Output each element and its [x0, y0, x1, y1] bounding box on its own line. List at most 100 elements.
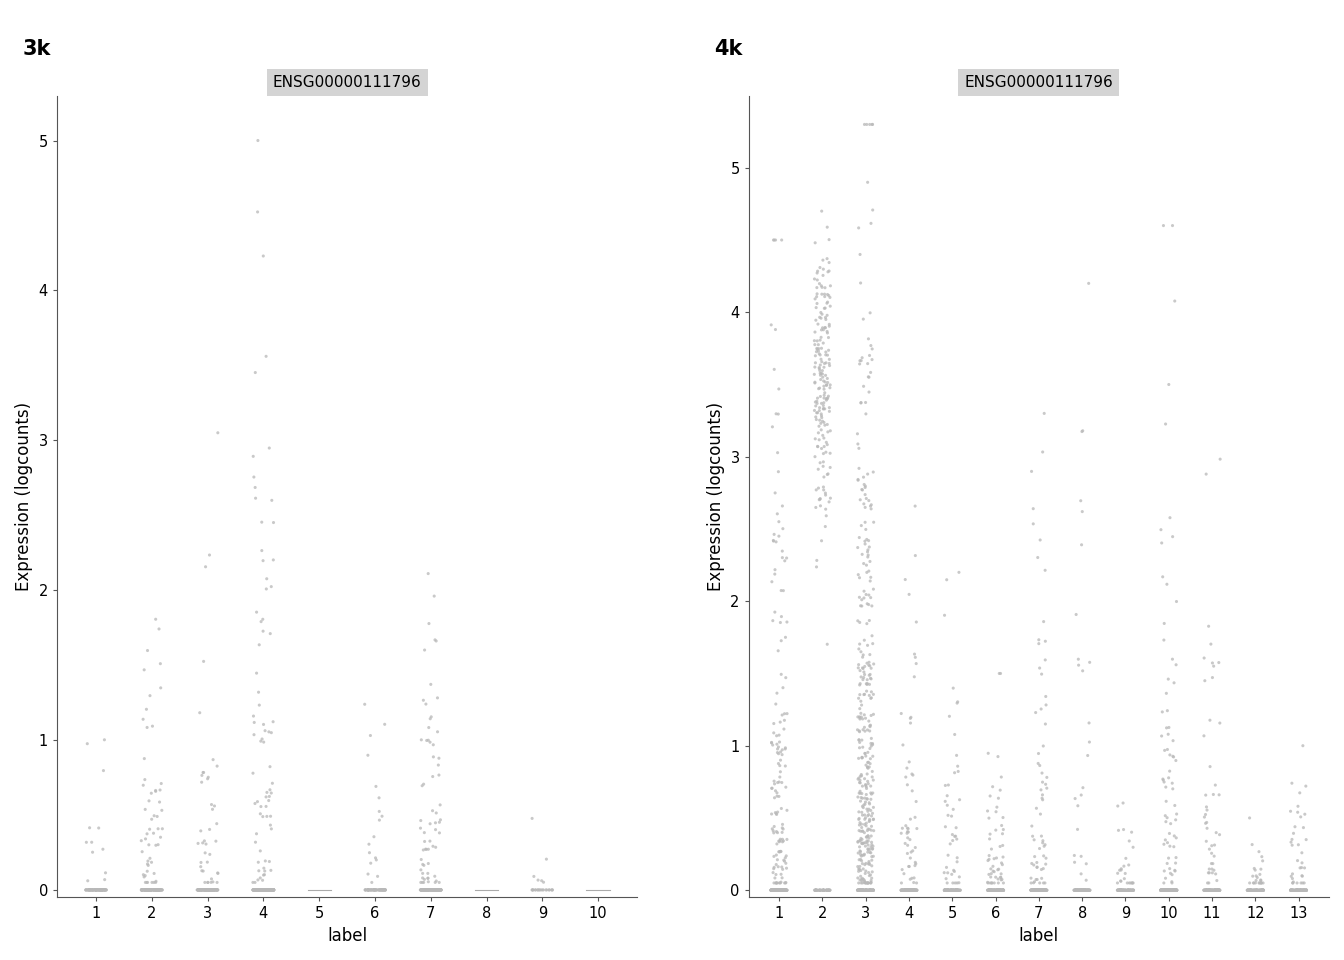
- Point: [774, 882, 796, 898]
- Point: [859, 573, 880, 588]
- Point: [255, 799, 277, 814]
- Point: [1242, 882, 1263, 898]
- Point: [195, 882, 216, 898]
- Point: [943, 828, 965, 844]
- Point: [261, 863, 282, 878]
- Point: [812, 370, 833, 385]
- Point: [146, 882, 168, 898]
- Point: [419, 882, 441, 898]
- Point: [813, 401, 835, 417]
- Point: [1292, 855, 1313, 871]
- Point: [902, 882, 923, 898]
- Point: [199, 882, 220, 898]
- Point: [1165, 882, 1187, 898]
- Point: [418, 882, 439, 898]
- Point: [191, 775, 212, 790]
- Point: [941, 882, 962, 898]
- Point: [1150, 882, 1172, 898]
- Point: [1157, 882, 1179, 898]
- Point: [142, 882, 164, 898]
- Point: [814, 310, 836, 325]
- Point: [1027, 859, 1048, 875]
- Point: [368, 882, 390, 898]
- Point: [805, 355, 827, 371]
- Point: [366, 779, 387, 794]
- Point: [978, 882, 1000, 898]
- Point: [809, 882, 831, 898]
- Point: [136, 882, 157, 898]
- Point: [1164, 798, 1185, 813]
- Point: [1111, 882, 1133, 898]
- Point: [1251, 882, 1273, 898]
- Point: [1165, 855, 1187, 871]
- Point: [144, 882, 165, 898]
- Point: [134, 868, 156, 883]
- Point: [806, 396, 828, 411]
- Point: [1071, 882, 1093, 898]
- Point: [852, 824, 874, 839]
- Point: [410, 875, 431, 890]
- Point: [1207, 882, 1228, 898]
- Point: [87, 882, 109, 898]
- Point: [765, 534, 786, 549]
- Point: [133, 882, 155, 898]
- Point: [358, 882, 379, 898]
- Point: [770, 882, 792, 898]
- Point: [1293, 882, 1314, 898]
- Point: [1154, 814, 1176, 829]
- Point: [816, 435, 837, 450]
- Point: [258, 441, 280, 456]
- Point: [1281, 882, 1302, 898]
- Point: [1242, 837, 1263, 852]
- Point: [992, 882, 1013, 898]
- Point: [251, 882, 273, 898]
- Point: [905, 840, 926, 855]
- Point: [1030, 882, 1051, 898]
- Point: [136, 875, 157, 890]
- Point: [1208, 882, 1230, 898]
- Point: [810, 372, 832, 387]
- Point: [423, 882, 445, 898]
- Point: [1075, 882, 1097, 898]
- Point: [848, 690, 870, 706]
- Point: [806, 273, 828, 288]
- Point: [813, 479, 835, 494]
- Point: [852, 882, 874, 898]
- Point: [809, 492, 831, 507]
- Point: [414, 882, 435, 898]
- Point: [521, 811, 543, 827]
- Point: [859, 882, 880, 898]
- Point: [1157, 882, 1179, 898]
- Point: [849, 824, 871, 839]
- Point: [1247, 882, 1269, 898]
- Point: [1031, 882, 1052, 898]
- Point: [856, 882, 878, 898]
- Point: [771, 550, 793, 565]
- Point: [812, 882, 833, 898]
- Point: [1032, 882, 1054, 898]
- Point: [853, 817, 875, 832]
- Point: [981, 882, 1003, 898]
- Point: [1198, 618, 1219, 634]
- Point: [1282, 871, 1304, 886]
- Point: [899, 882, 921, 898]
- Point: [411, 866, 433, 881]
- Point: [1288, 882, 1309, 898]
- Point: [771, 882, 793, 898]
- Point: [1114, 882, 1136, 898]
- Point: [1282, 882, 1304, 898]
- Point: [200, 882, 222, 898]
- Point: [427, 882, 449, 898]
- Point: [1032, 787, 1054, 803]
- Point: [138, 882, 160, 898]
- Point: [763, 882, 785, 898]
- Point: [1078, 882, 1099, 898]
- Point: [1111, 882, 1133, 898]
- Point: [853, 667, 875, 683]
- Point: [946, 882, 968, 898]
- Point: [862, 882, 883, 898]
- Point: [773, 882, 794, 898]
- Point: [985, 882, 1007, 898]
- Point: [766, 882, 788, 898]
- Point: [1117, 882, 1138, 898]
